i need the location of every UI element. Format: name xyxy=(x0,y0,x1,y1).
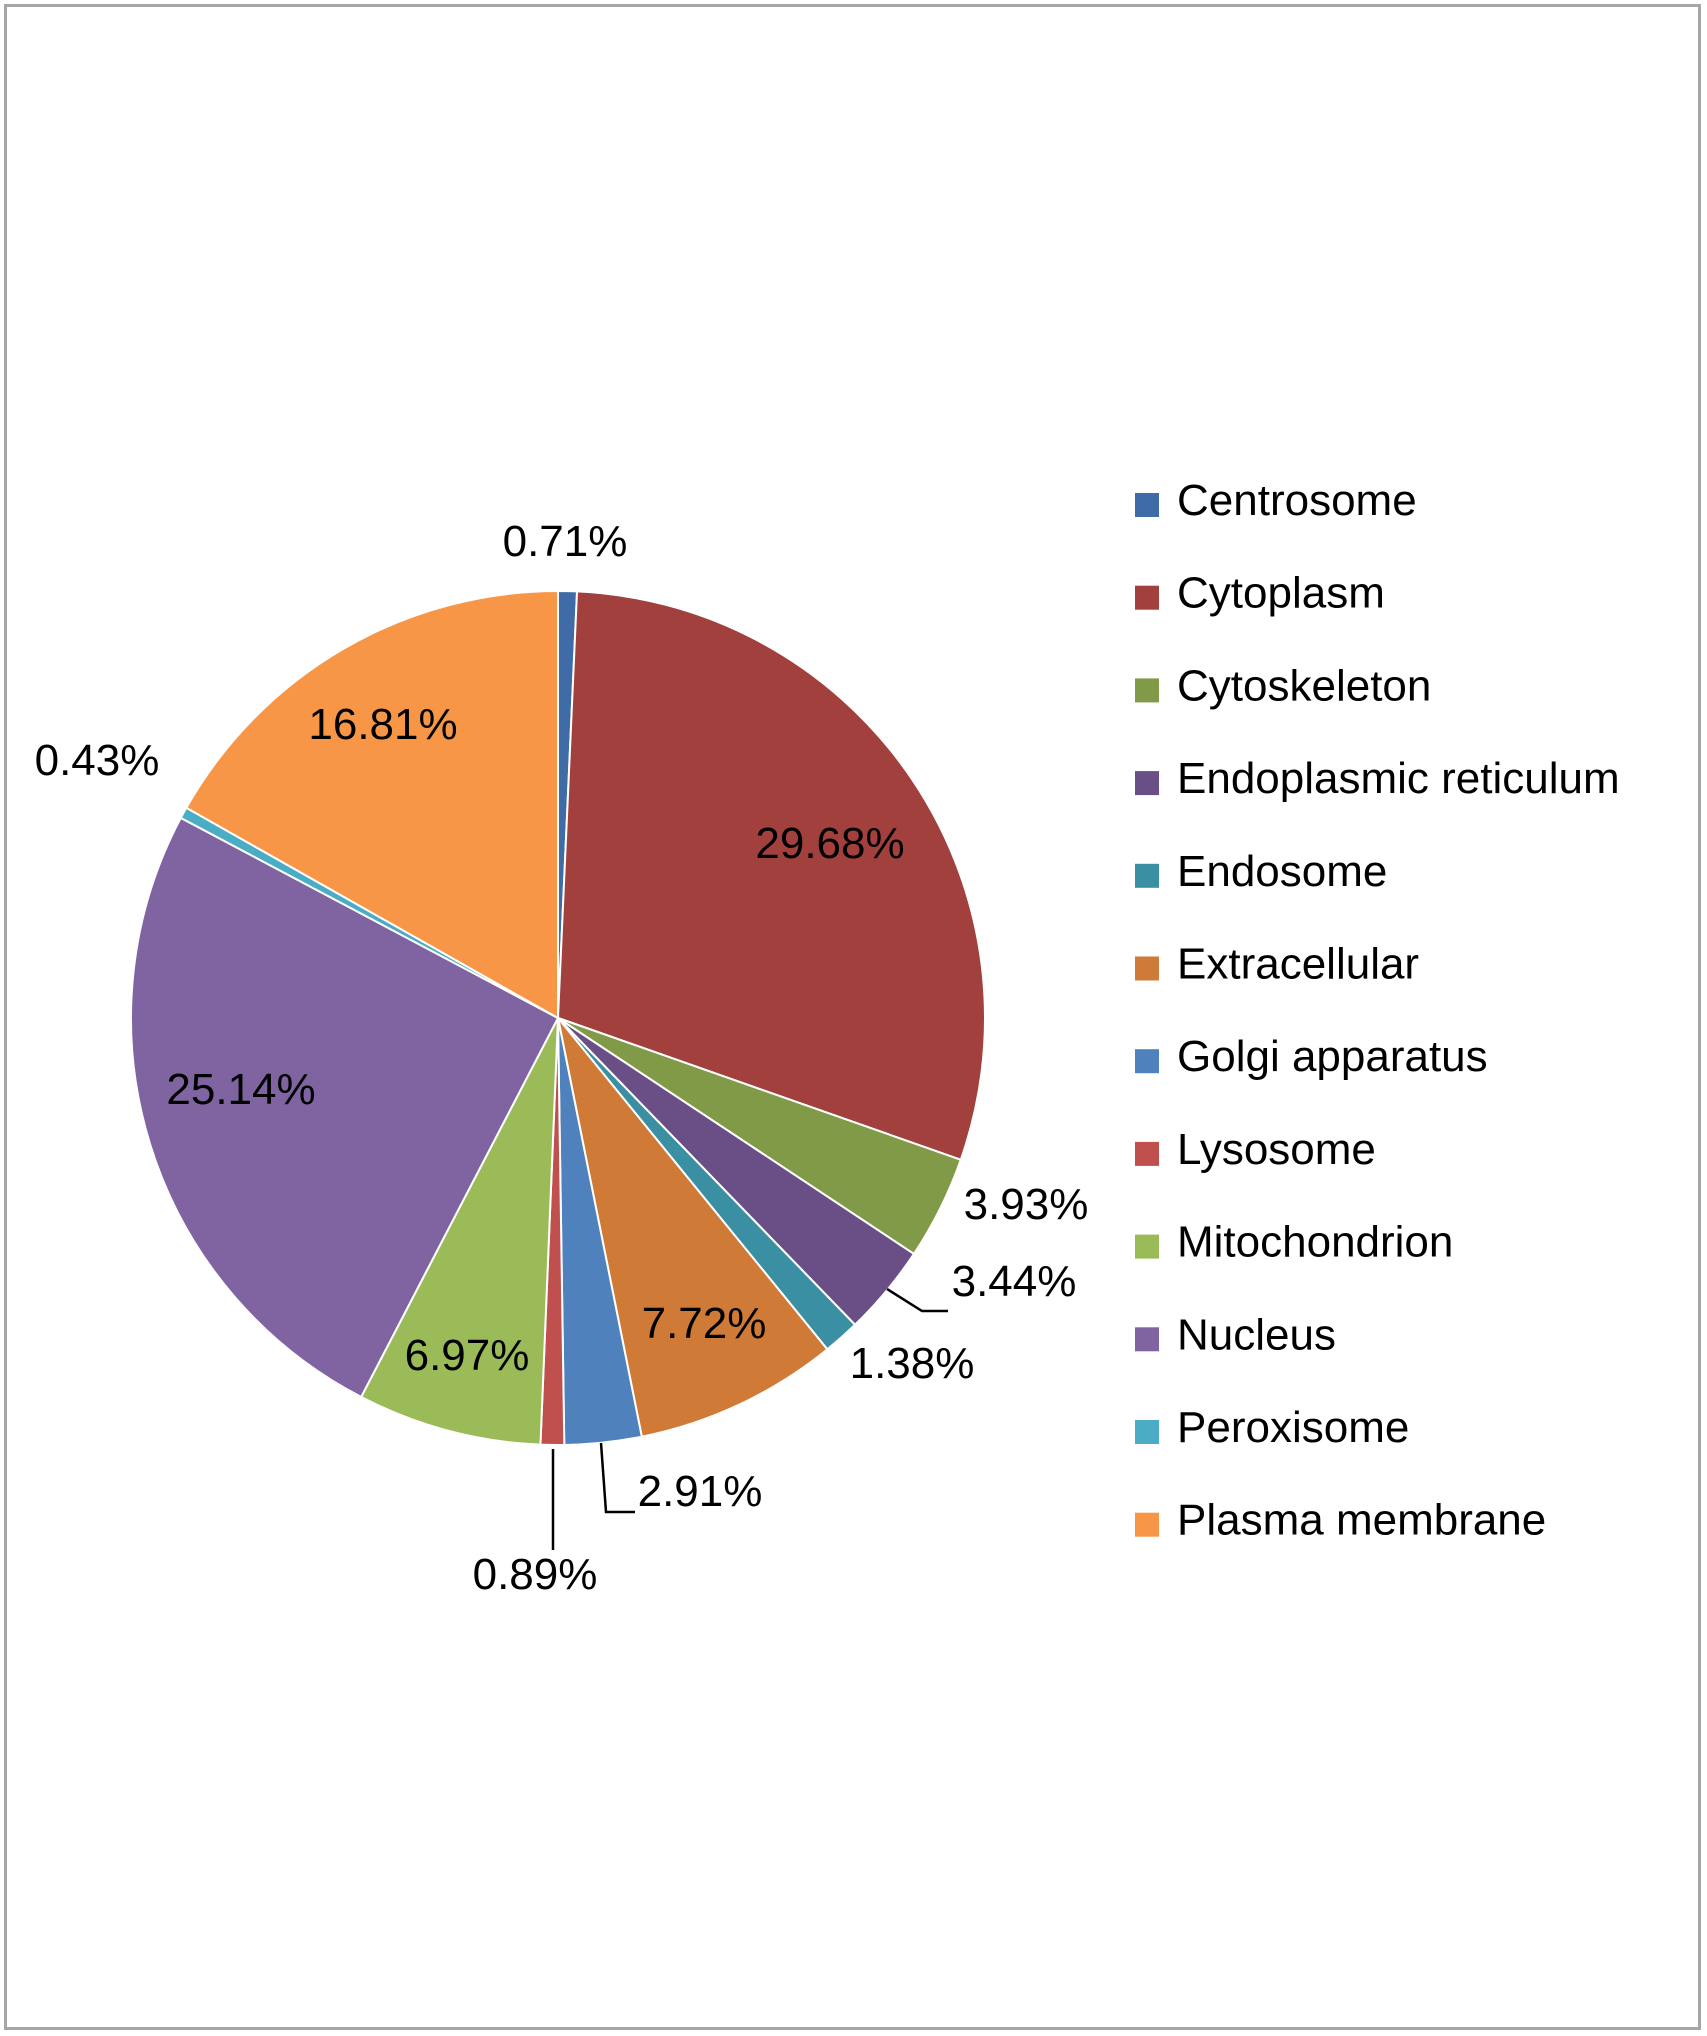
data-label-mitochondrion: 6.97% xyxy=(405,1331,530,1380)
legend-label-mitochondrion: Mitochondrion xyxy=(1177,1218,1453,1267)
legend-label-cytoskeleton: Cytoskeleton xyxy=(1177,661,1431,710)
data-label-centrosome: 0.71% xyxy=(503,517,628,566)
data-label-plasma-membrane: 16.81% xyxy=(308,700,457,749)
leader-line-endoplasmic-reticulum xyxy=(886,1287,948,1313)
legend-label-nucleus: Nucleus xyxy=(1177,1310,1336,1359)
legend-label-endoplasmic-reticulum: Endoplasmic reticulum xyxy=(1177,754,1620,803)
legend-swatch-mitochondrion xyxy=(1135,1234,1159,1259)
pie-slice-cytoplasm xyxy=(556,590,986,1162)
data-label-extracellular: 7.72% xyxy=(642,1299,767,1348)
data-label-endoplasmic-reticulum: 3.44% xyxy=(952,1257,1077,1306)
legend-swatch-golgi-apparatus xyxy=(1135,1049,1159,1074)
legend-label-endosome: Endosome xyxy=(1177,847,1387,896)
pie-slice-plasma-membrane xyxy=(184,589,559,1020)
legend-label-golgi-apparatus: Golgi apparatus xyxy=(1177,1032,1488,1081)
legend-swatch-peroxisome xyxy=(1135,1420,1159,1444)
legend-label-extracellular: Extracellular xyxy=(1177,940,1419,989)
data-label-golgi-apparatus: 2.91% xyxy=(638,1467,763,1516)
data-label-cytoskeleton: 3.93% xyxy=(964,1180,1089,1229)
legend-swatch-plasma-membrane xyxy=(1135,1512,1159,1537)
legend-label-cytoplasm: Cytoplasm xyxy=(1177,569,1385,618)
legend-swatch-centrosome xyxy=(1135,493,1159,517)
data-label-endosome: 1.38% xyxy=(850,1339,975,1388)
pie-slice-mitochondrion xyxy=(359,1017,559,1446)
legend-swatch-lysosome xyxy=(1135,1141,1159,1166)
leader-line-golgi-apparatus xyxy=(599,1442,635,1514)
data-label-cytoplasm: 29.68% xyxy=(755,819,904,868)
legend-swatch-endoplasmic-reticulum xyxy=(1135,771,1159,796)
pie-slice-nucleus xyxy=(130,816,560,1399)
legend-label-peroxisome: Peroxisome xyxy=(1177,1403,1409,1452)
data-label-lysosome: 0.89% xyxy=(473,1550,598,1599)
legend-swatch-endosome xyxy=(1135,863,1159,888)
legend-label-plasma-membrane: Plasma membrane xyxy=(1177,1496,1546,1545)
pie-slice-extracellular xyxy=(557,1017,829,1438)
legend-label-lysosome: Lysosome xyxy=(1177,1125,1376,1174)
legend-label-centrosome: Centrosome xyxy=(1177,476,1417,525)
legend-swatch-extracellular xyxy=(1135,956,1159,981)
legend-swatch-cytoskeleton xyxy=(1135,678,1159,703)
legend-swatch-nucleus xyxy=(1135,1327,1159,1352)
legend-swatch-cytoplasm xyxy=(1135,585,1159,610)
data-label-nucleus: 25.14% xyxy=(166,1065,315,1114)
data-label-peroxisome: 0.43% xyxy=(35,736,160,785)
